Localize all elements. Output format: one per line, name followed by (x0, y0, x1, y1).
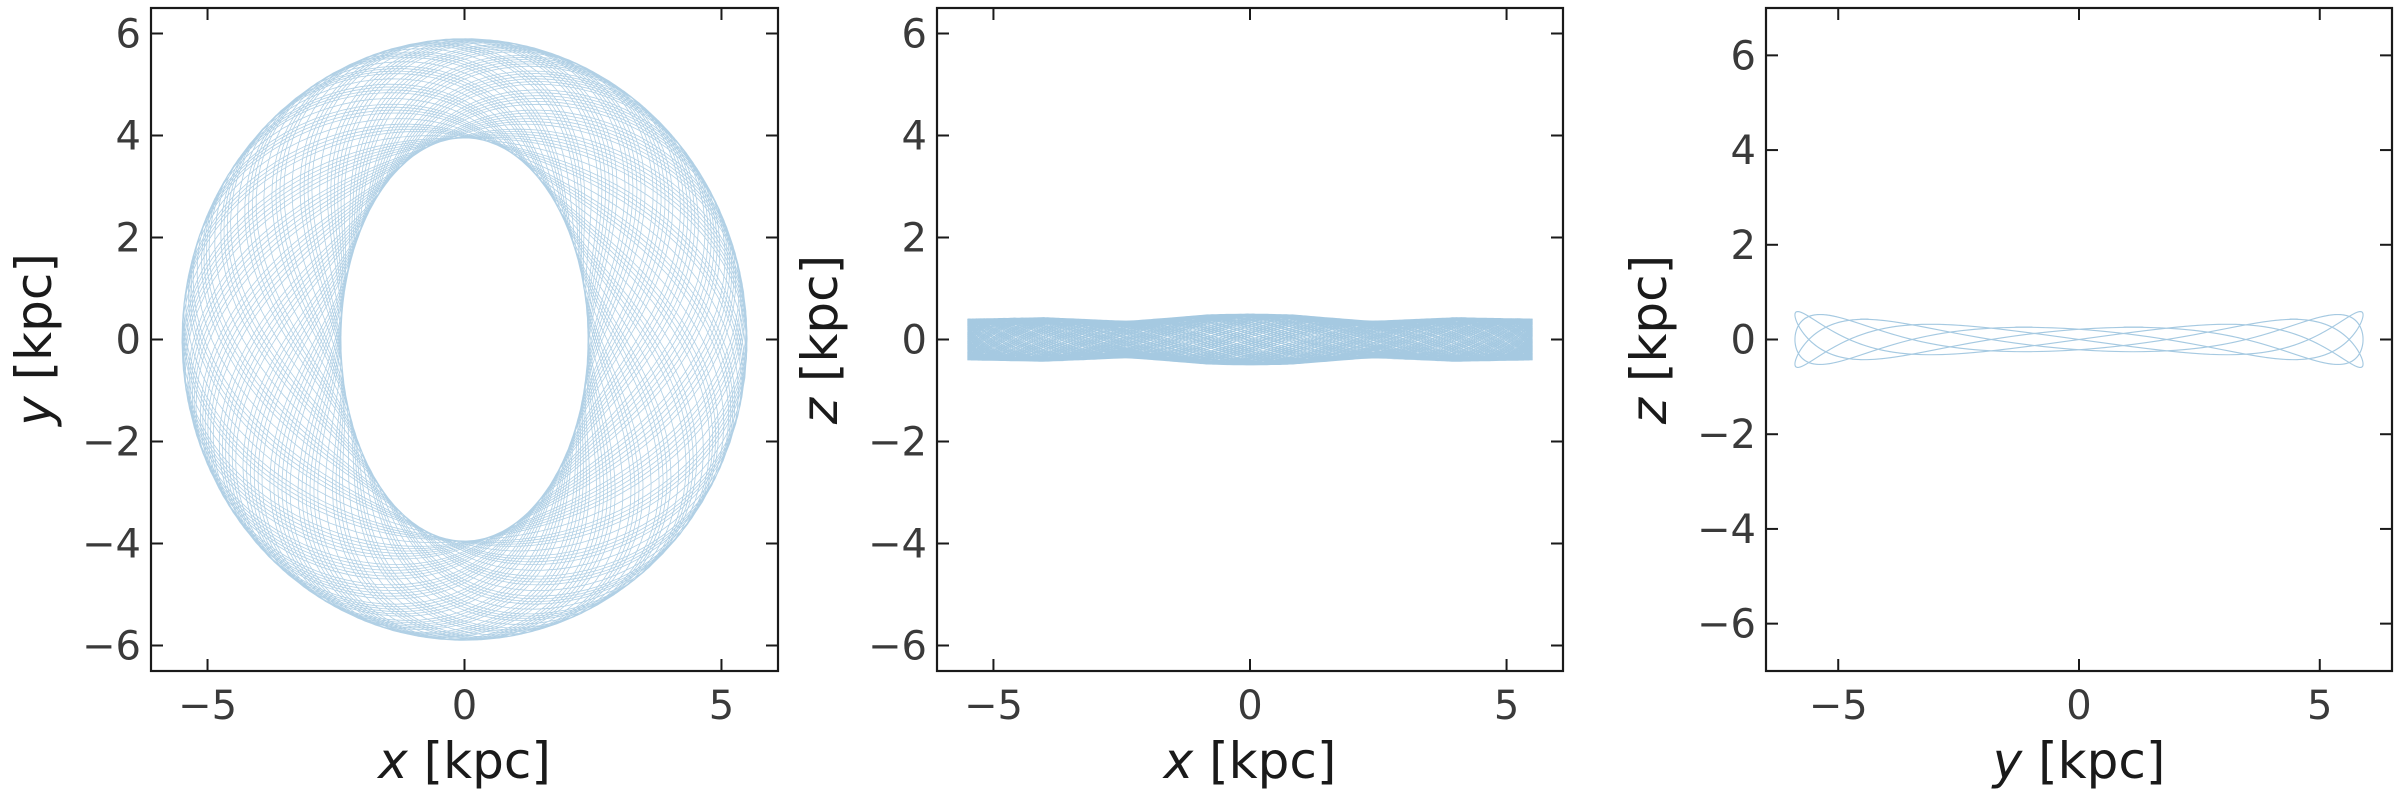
x-tick-label: 0 (452, 683, 477, 729)
y-tick-label: −6 (1697, 602, 1756, 648)
y-tick-label: 6 (902, 12, 927, 58)
orbit-series (967, 313, 1533, 366)
orbit-series (1794, 311, 2364, 368)
panel-2: −5 0 5 −6 −4 −2 0 2 4 6 x [kpc] z [kpc] (791, 6, 1565, 790)
panel-3: −5 0 5 −6 −4 −2 0 2 4 6 y [kpc] z [kpc] (1620, 6, 2394, 790)
y-tick-label: 2 (116, 216, 141, 262)
panel-1: −5 0 5 −6 −4 −2 0 2 4 6 x [kpc] y [kpc] (5, 6, 780, 790)
orbit-line (181, 38, 748, 641)
x-tick-label: 0 (2066, 683, 2091, 729)
y-tick-label: 6 (1731, 33, 1756, 79)
x-tick-label: 5 (2307, 683, 2332, 729)
y-tick-label: 4 (902, 114, 927, 160)
x-tick-label: −5 (964, 683, 1023, 729)
y-tick-label: −2 (1697, 412, 1756, 458)
x-axis-label: x [kpc] (1162, 732, 1337, 790)
x-axis-label: x [kpc] (376, 732, 551, 790)
y-axis-label: y [kpc] (5, 253, 63, 428)
y-tick-label: 6 (116, 12, 141, 58)
y-axis-label: z [kpc] (791, 255, 849, 425)
orbit-line (1794, 311, 2364, 368)
y-axis-label: z [kpc] (1620, 255, 1678, 425)
orbit-line (967, 313, 1533, 366)
y-tick-label: −4 (1697, 507, 1756, 553)
orbit-series (181, 38, 748, 641)
y-tick-label: −6 (82, 624, 141, 670)
y-tick-label: −2 (868, 420, 927, 466)
y-tick-label: 2 (902, 216, 927, 262)
x-tick-label: 5 (1494, 683, 1519, 729)
y-tick-label: 4 (116, 114, 141, 160)
y-tick-label: 0 (116, 318, 141, 364)
y-tick-label: 0 (902, 318, 927, 364)
x-tick-label: −5 (178, 683, 237, 729)
y-tick-label: −4 (82, 522, 141, 568)
y-tick-label: −6 (868, 624, 927, 670)
x-tick-label: 5 (709, 683, 734, 729)
y-tick-label: 2 (1731, 223, 1756, 269)
x-axis-label: y [kpc] (1991, 732, 2166, 790)
x-tick-label: 0 (1237, 683, 1262, 729)
y-tick-label: 0 (1731, 318, 1756, 364)
y-tick-label: −2 (82, 420, 141, 466)
y-tick-label: 4 (1731, 128, 1756, 174)
x-tick-label: −5 (1809, 683, 1868, 729)
y-tick-label: −4 (868, 522, 927, 568)
